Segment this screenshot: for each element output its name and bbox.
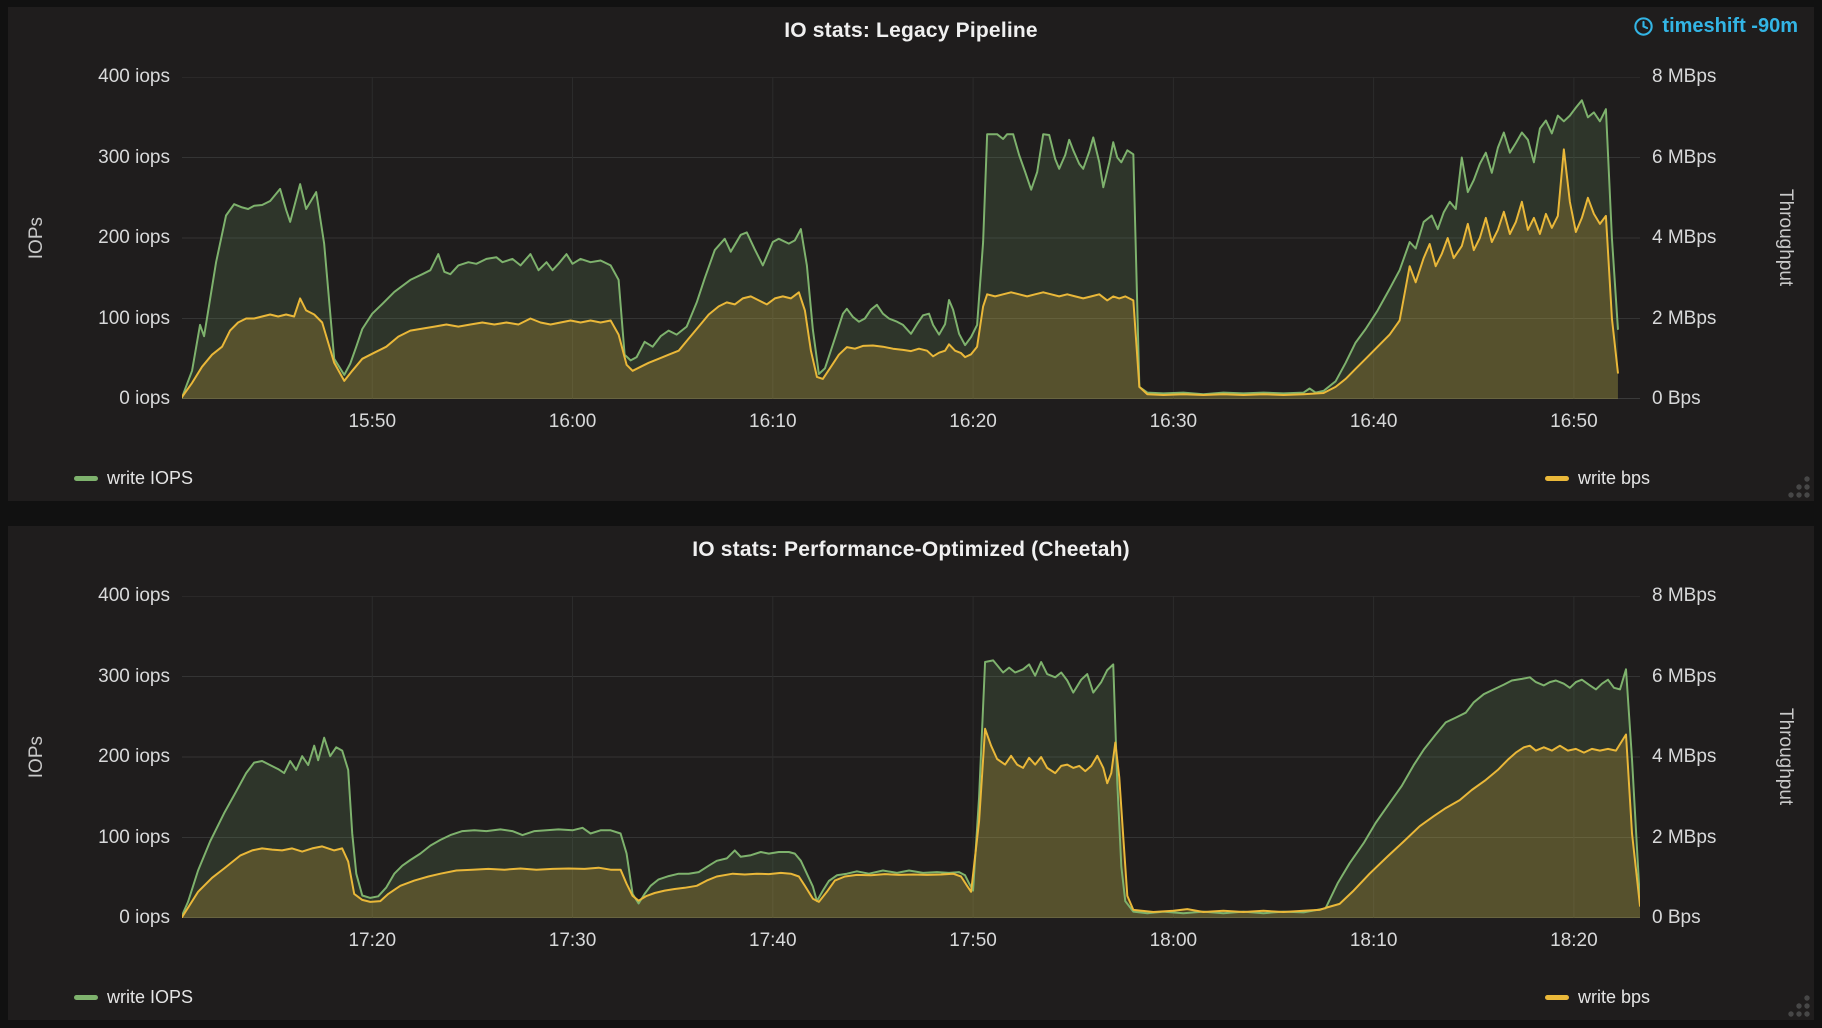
legend-label: write bps xyxy=(1577,987,1650,1007)
x-axis-tick: 16:20 xyxy=(949,411,997,432)
y-axis-tick-right: 6 MBps xyxy=(1652,665,1717,687)
legend-row: write IOPS write bps xyxy=(22,468,1800,493)
x-axis-tick: 15:50 xyxy=(348,411,397,432)
y-axis-title-right: Throughput xyxy=(1775,189,1796,287)
y-axis-tick-right: 8 MBps xyxy=(1652,66,1717,87)
x-axis-tick: 18:00 xyxy=(1149,930,1198,951)
panel-performance-optimized: IO stats: Performance-Optimized (Cheetah… xyxy=(8,526,1814,1020)
y-axis-tick-left: 0 iops xyxy=(119,388,170,409)
y-axis-tick-left: 0 iops xyxy=(119,907,170,928)
legend-swatch-yellow xyxy=(1544,476,1569,481)
y-axis-tick-left: 400 iops xyxy=(98,66,170,87)
x-axis-tick: 17:30 xyxy=(548,930,597,951)
legend-item-write-iops[interactable]: write IOPS xyxy=(74,468,193,489)
panel-resize-handle[interactable] xyxy=(1787,994,1811,1018)
y-axis-tick-left: 100 iops xyxy=(98,826,170,848)
y-axis-tick-right: 0 Bps xyxy=(1652,388,1701,409)
y-axis-tick-left: 300 iops xyxy=(98,665,170,687)
legend-label: write bps xyxy=(1577,468,1650,488)
clock-icon xyxy=(1634,17,1654,36)
x-axis-tick: 16:50 xyxy=(1550,411,1598,432)
y-axis-tick-left: 200 iops xyxy=(98,746,170,767)
y-axis-title-right: Throughput xyxy=(1775,708,1796,806)
legend-item-write-bps[interactable]: write bps xyxy=(1544,468,1650,489)
plot-area[interactable]: 400 iops 300 iops 200 iops 100 iops 0 iops 8 … xyxy=(98,66,1716,432)
plot-area[interactable]: 400 iops 300 iops 200 iops 100 iops 0 iops 8 … xyxy=(98,585,1716,951)
y-axis-tick-right: 4 MBps xyxy=(1652,227,1717,248)
chart-area: IOPs 400 iops 300 iops 200 iops 100 iops 0 i… xyxy=(22,51,1800,449)
timeseries-plot xyxy=(182,77,1640,399)
panel-title[interactable]: IO stats: Legacy Pipeline xyxy=(784,19,1038,42)
panel-legacy-pipeline: IO stats: Legacy Pipeline timeshift -90m… xyxy=(8,7,1814,501)
y-axis-tick-left: 200 iops xyxy=(98,227,170,248)
y-axis-tick-right: 2 MBps xyxy=(1652,826,1717,848)
timeseries-plot xyxy=(182,596,1640,918)
y-axis-tick-left: 300 iops xyxy=(98,146,170,168)
x-axis-tick: 16:10 xyxy=(749,411,797,432)
x-axis-tick: 16:00 xyxy=(548,411,597,432)
y-axis-tick-right: 2 MBps xyxy=(1652,307,1717,329)
x-axis-tick: 16:40 xyxy=(1349,411,1398,432)
y-axis-tick-left: 100 iops xyxy=(98,307,170,329)
chart-area: IOPs 400 iops 300 iops 200 iops 100 iops 0 i… xyxy=(22,570,1800,968)
x-axis-tick: 18:10 xyxy=(1349,930,1398,951)
panel-title[interactable]: IO stats: Performance-Optimized (Cheetah… xyxy=(692,538,1130,561)
legend-label: write IOPS xyxy=(107,987,194,1007)
x-axis-tick: 17:50 xyxy=(949,930,997,951)
panel-resize-handle[interactable] xyxy=(1787,475,1811,499)
timeshift-badge[interactable]: timeshift -90m xyxy=(1633,15,1798,38)
x-axis-tick: 17:40 xyxy=(749,930,797,951)
y-axis-tick-left: 400 iops xyxy=(98,585,170,606)
legend-swatch-yellow xyxy=(1544,995,1569,1000)
x-axis-tick: 16:30 xyxy=(1149,411,1198,432)
legend-swatch-green xyxy=(74,476,98,481)
panel-header: IO stats: Legacy Pipeline timeshift -90m xyxy=(22,13,1800,49)
y-axis-tick-right: 6 MBps xyxy=(1652,146,1717,168)
x-axis-tick: 17:20 xyxy=(348,930,397,951)
y-axis-tick-right: 0 Bps xyxy=(1652,907,1701,928)
legend-item-write-bps[interactable]: write bps xyxy=(1544,987,1650,1008)
legend-label: write IOPS xyxy=(107,468,194,488)
timeshift-label: timeshift -90m xyxy=(1662,15,1798,37)
panel-header: IO stats: Performance-Optimized (Cheetah… xyxy=(22,532,1800,568)
legend-item-write-iops[interactable]: write IOPS xyxy=(74,987,193,1008)
x-axis-tick: 18:20 xyxy=(1550,930,1598,951)
y-axis-tick-right: 8 MBps xyxy=(1652,585,1717,606)
legend-swatch-green xyxy=(74,995,98,1000)
y-axis-tick-right: 4 MBps xyxy=(1652,746,1717,767)
legend-row: write IOPS write bps xyxy=(22,987,1800,1012)
